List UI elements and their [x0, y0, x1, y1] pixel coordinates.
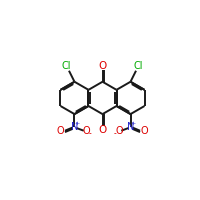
Text: Cl: Cl	[134, 61, 143, 71]
Text: +: +	[75, 121, 80, 126]
Text: O: O	[141, 126, 148, 136]
Text: Cl: Cl	[62, 61, 71, 71]
Text: O: O	[82, 126, 90, 136]
Text: O: O	[57, 126, 64, 136]
Text: N: N	[127, 122, 134, 132]
Text: N: N	[71, 122, 78, 132]
Text: -: -	[88, 129, 91, 138]
Text: +: +	[131, 121, 136, 126]
Text: O: O	[98, 125, 107, 135]
Text: -: -	[114, 129, 117, 138]
Text: O: O	[115, 126, 123, 136]
Text: O: O	[98, 61, 107, 71]
